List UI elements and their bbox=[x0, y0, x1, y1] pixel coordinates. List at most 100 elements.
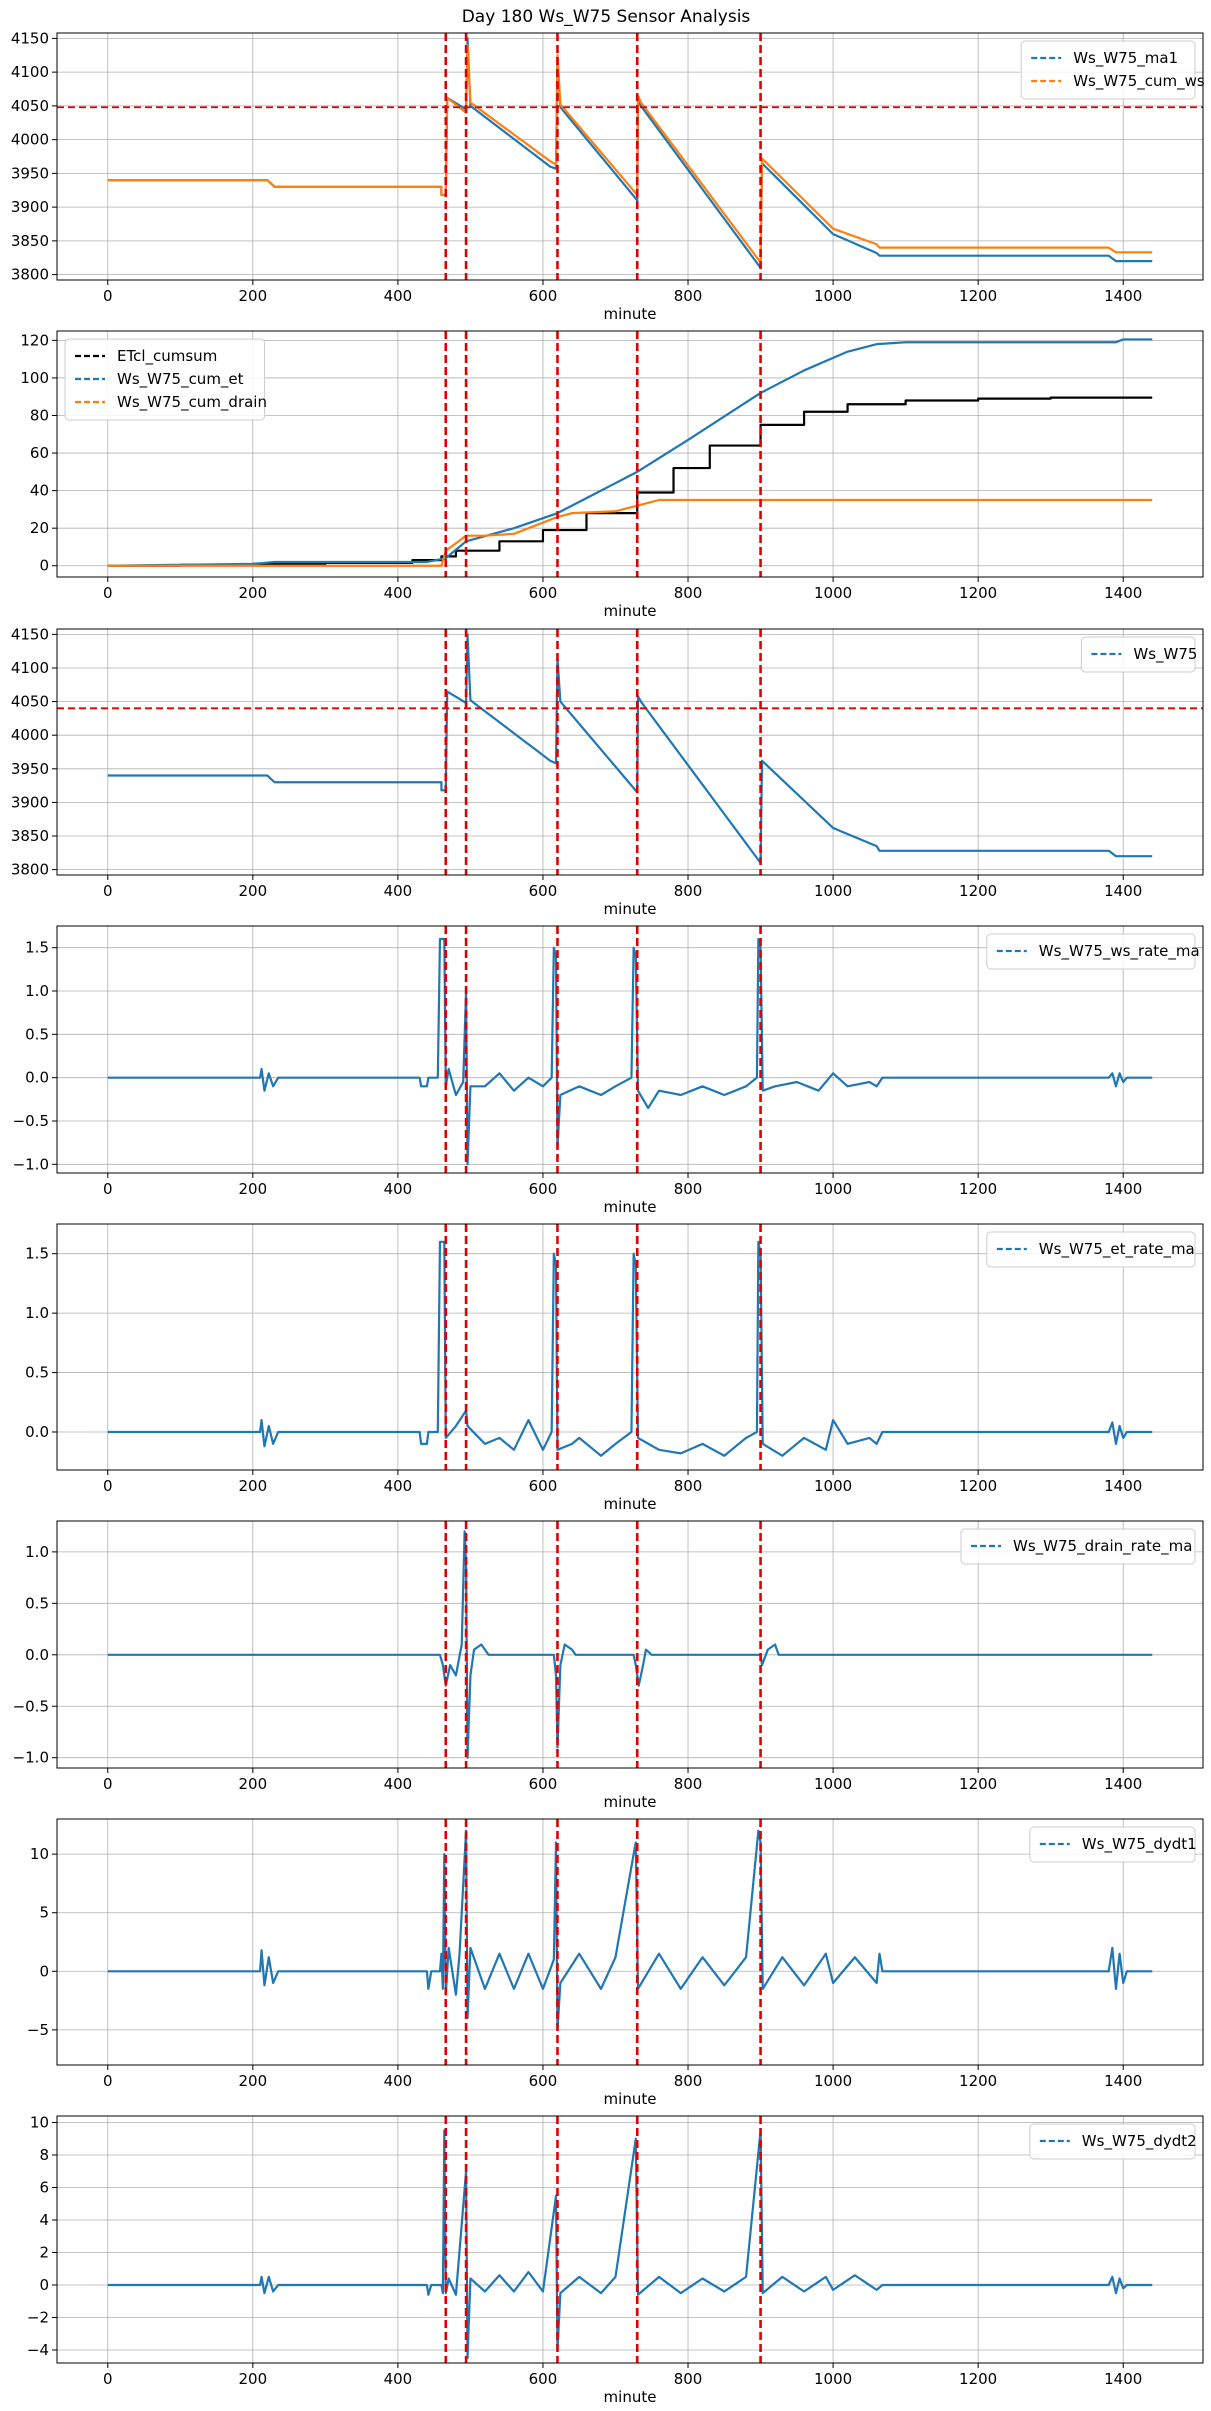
x-tick-label: 600 bbox=[529, 2370, 558, 2388]
x-tick-label: 1000 bbox=[814, 584, 852, 602]
panel-5: 0 200 400 600 800 1000 1200 1400 0.0 0.5 1.0 1.5 min… bbox=[25, 1223, 1204, 1513]
x-tick-label: 400 bbox=[384, 1180, 413, 1198]
x-tick-label: 1200 bbox=[959, 287, 997, 305]
x-tick-label: 200 bbox=[239, 2370, 268, 2388]
y-tick-label: 1.0 bbox=[25, 1304, 49, 1322]
legend-box bbox=[986, 933, 1196, 970]
x-tick-label: 200 bbox=[239, 882, 268, 900]
x-tick-label: 200 bbox=[239, 1477, 268, 1495]
y-tick-label: −2 bbox=[27, 2309, 49, 2327]
y-tick-label: 0 bbox=[39, 2276, 49, 2294]
axes-frame bbox=[56, 1520, 1204, 1769]
y-tick-label: 80 bbox=[30, 407, 49, 425]
legend: ETcl_cumsum Ws_W75_cum_et Ws_W75_cum_drain bbox=[64, 338, 267, 421]
x-tick-label: 800 bbox=[674, 2072, 703, 2090]
y-tick-label: 100 bbox=[20, 369, 49, 387]
legend-label: Ws_W75 bbox=[1133, 645, 1197, 664]
x-tick-label: 1000 bbox=[814, 1477, 852, 1495]
y-tick-label: 4100 bbox=[11, 63, 49, 81]
y-tick-label: 3900 bbox=[11, 198, 49, 216]
x-tick-label: 800 bbox=[674, 287, 703, 305]
x-tick-label: 600 bbox=[529, 1775, 558, 1793]
x-tick-label: 200 bbox=[239, 1775, 268, 1793]
y-tick-label: 8 bbox=[39, 2146, 49, 2164]
legend: Ws_W75_ws_rate_ma bbox=[986, 933, 1200, 970]
x-tick-label: 600 bbox=[529, 287, 558, 305]
x-tick-label: 800 bbox=[674, 1180, 703, 1198]
x-tick-label: 1200 bbox=[959, 584, 997, 602]
y-tick-label: −1.0 bbox=[13, 1155, 49, 1173]
x-axis-label: minute bbox=[604, 602, 657, 620]
legend-label: Ws_W75_ma1 bbox=[1073, 49, 1178, 68]
y-tick-label: 10 bbox=[30, 1845, 49, 1863]
plot-area bbox=[107, 1224, 1153, 1470]
y-tick-label: 4150 bbox=[11, 29, 49, 47]
legend-box bbox=[1029, 2123, 1196, 2160]
x-tick-label: 1400 bbox=[1104, 1477, 1142, 1495]
axes-frame bbox=[56, 1223, 1204, 1471]
legend-label: Ws_W75_cum_et bbox=[117, 370, 244, 389]
figure-title: Day 180 Ws_W75 Sensor Analysis bbox=[462, 7, 751, 27]
plot-area bbox=[57, 629, 1203, 875]
plot-area bbox=[107, 2116, 1153, 2363]
x-tick-label: 400 bbox=[384, 1775, 413, 1793]
x-axis-label: minute bbox=[604, 1198, 657, 1216]
y-tick-label: 120 bbox=[20, 331, 49, 349]
x-tick-label: 400 bbox=[384, 287, 413, 305]
x-tick-label: 0 bbox=[103, 2370, 113, 2388]
x-tick-label: 1200 bbox=[959, 1775, 997, 1793]
y-tick-label: 4100 bbox=[11, 659, 49, 677]
y-tick-label: 0.0 bbox=[25, 1423, 49, 1441]
x-tick-label: 1400 bbox=[1104, 882, 1142, 900]
legend-box bbox=[1029, 1826, 1196, 1863]
series-line-Ws_W75_ws_rate_ma bbox=[107, 937, 1153, 1166]
x-tick-label: 1200 bbox=[959, 2072, 997, 2090]
x-tick-label: 1000 bbox=[814, 2072, 852, 2090]
x-tick-label: 0 bbox=[103, 584, 113, 602]
y-tick-label: 0.0 bbox=[25, 1069, 49, 1087]
legend-label: Ws_W75_drain_rate_ma bbox=[1013, 1537, 1192, 1556]
legend-label: Ws_W75_dydt2 bbox=[1082, 2132, 1197, 2151]
plot-area bbox=[57, 33, 1203, 280]
y-tick-label: 4050 bbox=[11, 97, 49, 115]
x-axis-label: minute bbox=[604, 305, 657, 323]
x-tick-label: 1400 bbox=[1104, 584, 1142, 602]
y-tick-label: 2 bbox=[39, 2244, 49, 2262]
y-tick-label: 6 bbox=[39, 2179, 49, 2197]
axes-frame bbox=[56, 925, 1204, 1174]
x-tick-label: 800 bbox=[674, 2370, 703, 2388]
legend-label: Ws_W75_cum_ws bbox=[1073, 72, 1205, 91]
x-tick-label: 1400 bbox=[1104, 287, 1142, 305]
x-tick-label: 800 bbox=[674, 1477, 703, 1495]
plot-area bbox=[107, 1819, 1153, 2065]
x-tick-label: 1000 bbox=[814, 2370, 852, 2388]
x-tick-label: 200 bbox=[239, 1180, 268, 1198]
x-tick-label: 200 bbox=[239, 584, 268, 602]
panel-1: 0 200 400 600 800 1000 1200 1400 3800 3850 3900 395… bbox=[11, 29, 1205, 323]
y-tick-label: 0.5 bbox=[25, 1364, 49, 1382]
x-tick-label: 400 bbox=[384, 584, 413, 602]
y-tick-label: −5 bbox=[27, 2021, 49, 2039]
y-tick-label: 3850 bbox=[11, 827, 49, 845]
y-tick-label: 40 bbox=[30, 482, 49, 500]
y-tick-label: −4 bbox=[27, 2341, 49, 2359]
y-tick-label: −0.5 bbox=[13, 1112, 49, 1130]
legend: Ws_W75 bbox=[1080, 636, 1197, 673]
x-tick-label: 1400 bbox=[1104, 1180, 1142, 1198]
series-line-Ws_W75_et_rate_ma bbox=[107, 1240, 1153, 1457]
series-line-Ws_W75_dydt2 bbox=[107, 2129, 1153, 2360]
y-tick-label: 10 bbox=[30, 2114, 49, 2132]
legend: Ws_W75_et_rate_ma bbox=[986, 1231, 1196, 1268]
y-tick-label: 3900 bbox=[11, 793, 49, 811]
y-tick-label: 3850 bbox=[11, 232, 49, 250]
x-tick-label: 400 bbox=[384, 1477, 413, 1495]
x-axis-label: minute bbox=[604, 1495, 657, 1513]
x-axis-label: minute bbox=[604, 900, 657, 918]
legend: Ws_W75_drain_rate_ma bbox=[960, 1528, 1196, 1565]
y-tick-label: 4000 bbox=[11, 131, 49, 149]
legend-box bbox=[960, 1528, 1196, 1565]
panels: 0 200 400 600 800 1000 1200 1400380038503900395… bbox=[11, 29, 1205, 2406]
legend-label: ETcl_cumsum bbox=[117, 347, 217, 366]
x-axis-label: minute bbox=[604, 1793, 657, 1811]
x-tick-label: 400 bbox=[384, 882, 413, 900]
